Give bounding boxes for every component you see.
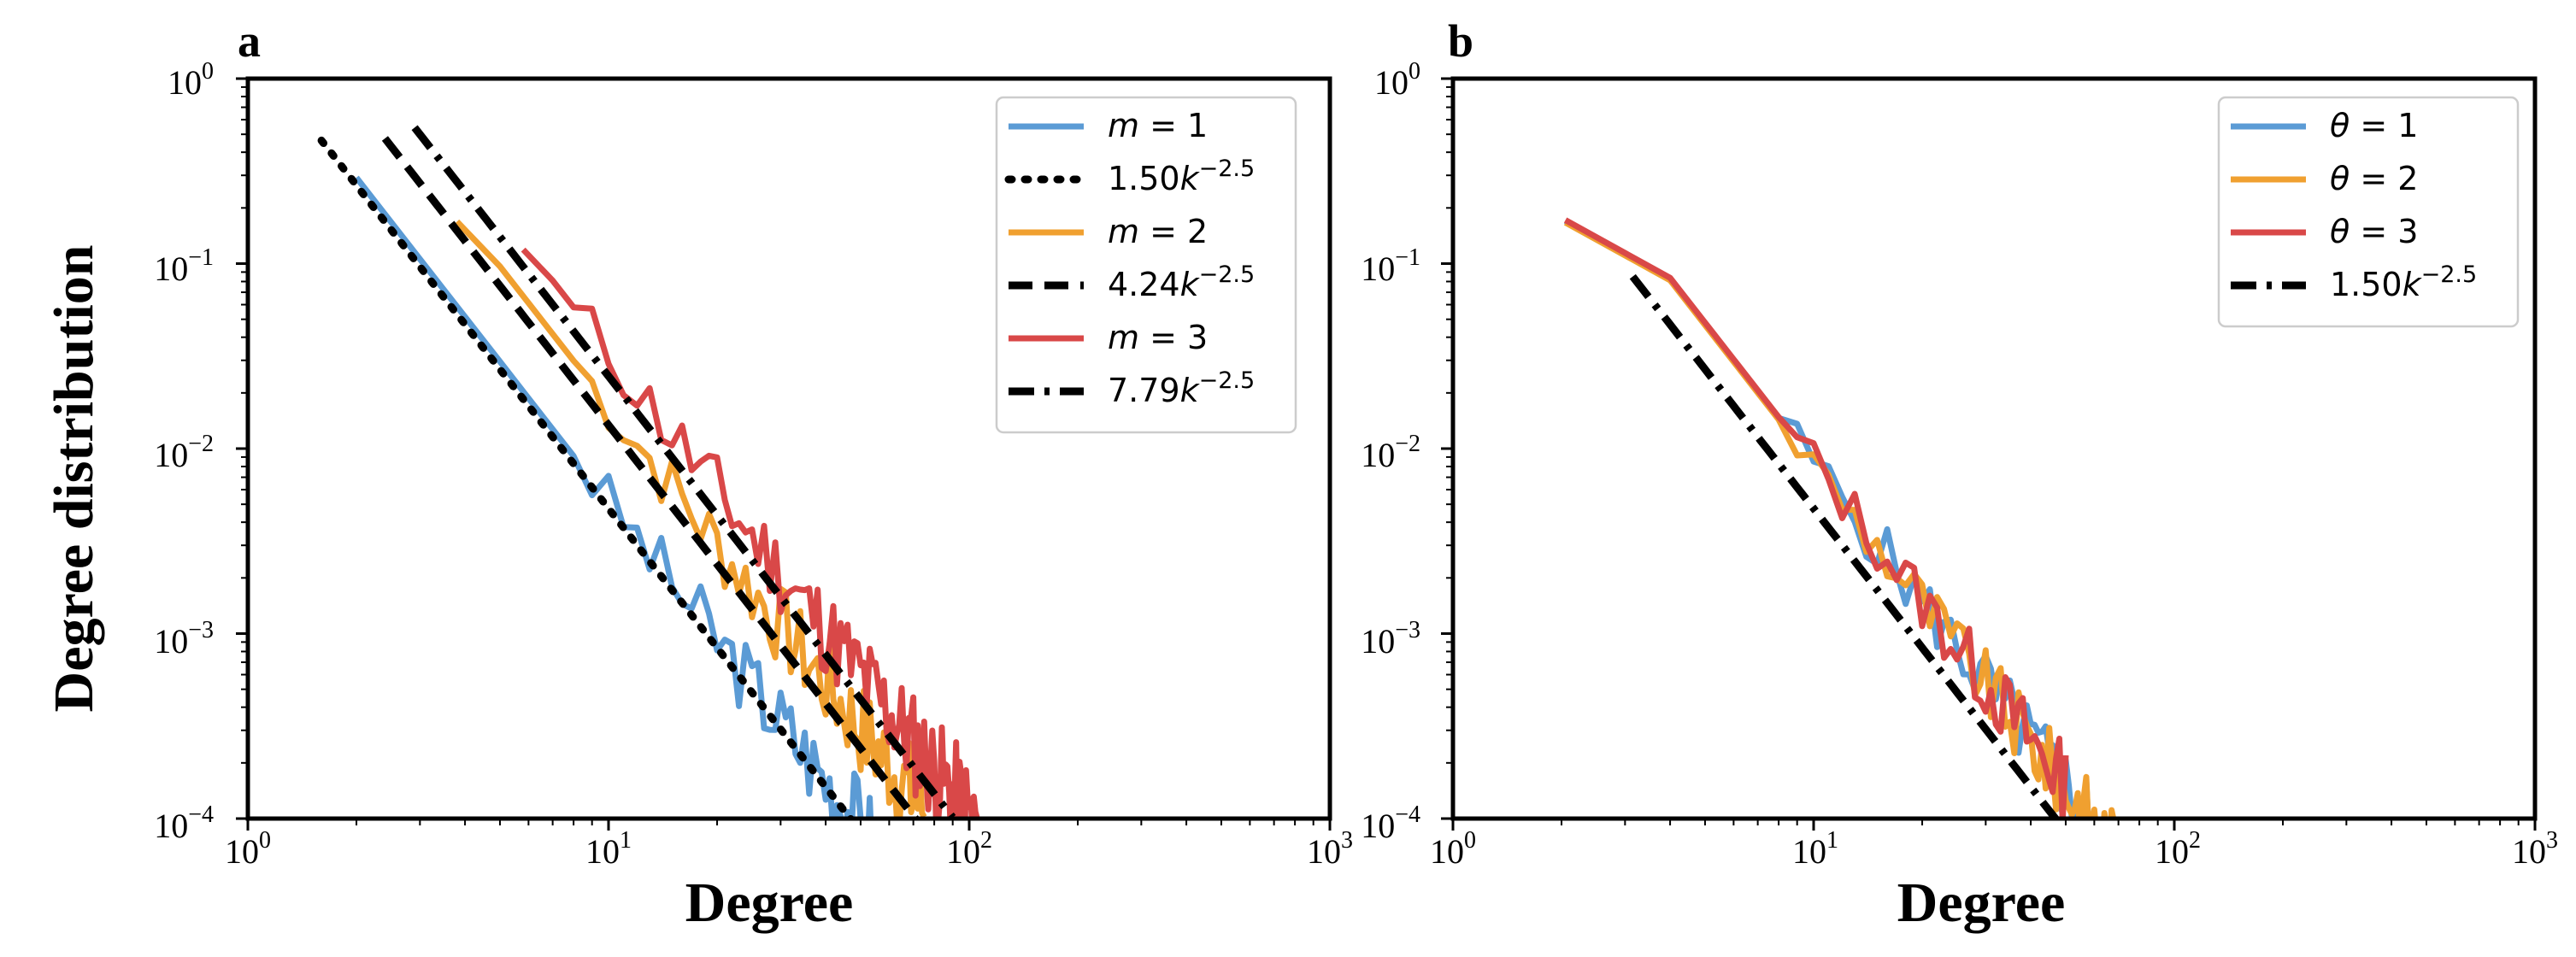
series-line-1-50k-2-5 — [1629, 273, 2061, 819]
legend-label-m2: m = 2 — [1108, 213, 1208, 250]
series-line-7-79k-2-5 — [411, 125, 956, 819]
series-line-m-1 — [354, 175, 874, 819]
legend-label-theta1: θ = 1 — [2330, 107, 2418, 144]
panel-b-ytick-label: 100 — [1374, 58, 1420, 102]
panel-b-axes-frame — [1450, 76, 2538, 821]
panel-b-xtick-label: 101 — [1792, 827, 1838, 871]
panel-b-series — [1563, 217, 2117, 819]
panel-a-ylabel: Degree distribution — [43, 245, 105, 713]
panel-b-ytick-label: 10−2 — [1361, 431, 1420, 474]
panel-a-xtick-label: 100 — [225, 827, 271, 871]
panel-a-axes-frame — [245, 76, 1332, 821]
panel-a-legend: m = 1 1.50k−2.5 m = 2 4.24k−2.5 m = 3 7.… — [995, 96, 1297, 434]
panel-a-ytick-label: 10−2 — [154, 431, 214, 474]
panel-a-xtick-label: 102 — [946, 827, 992, 871]
panel-b-legend-box — [2217, 96, 2520, 328]
panel-a-ytick-label: 10−4 — [154, 801, 214, 845]
legend-label-fit-1-50: 1.50k−2.5 — [2330, 261, 2477, 303]
panel-b-xtick-label: 103 — [2512, 827, 2558, 871]
legend-label-fit-1-50: 1.50k−2.5 — [1108, 156, 1255, 197]
series-line--3 — [1563, 217, 2069, 819]
legend-label-fit-7-79: 7.79k−2.5 — [1108, 367, 1255, 409]
panel-b: b Degree 100 101 102 103 100 10−1 10−2 1… — [1361, 15, 2558, 934]
panel-a-xtick-label: 103 — [1307, 827, 1353, 871]
panel-a-xlabel: Degree — [685, 872, 854, 934]
panel-b-xtick-label: 100 — [1430, 827, 1476, 871]
legend-label-theta3: θ = 3 — [2330, 213, 2418, 250]
panel-a: a Degree distribution Degree 100 101 102… — [43, 15, 1353, 934]
panel-b-ytick-label: 10−1 — [1361, 244, 1420, 288]
panel-b-xtick-label: 102 — [2155, 827, 2201, 871]
panel-a-ytick-label: 100 — [168, 58, 214, 102]
panel-b-legend: θ = 1 θ = 2 θ = 3 1.50k−2.5 — [2217, 96, 2520, 328]
panel-b-letter: b — [1448, 15, 1473, 67]
series-line-4-24k-2-5 — [381, 136, 920, 819]
panel-b-ytick-label: 10−3 — [1361, 617, 1420, 661]
legend-label-fit-4-24: 4.24k−2.5 — [1108, 261, 1255, 303]
panel-a-series — [317, 125, 980, 819]
panel-a-ytick-label: 10−1 — [154, 244, 214, 288]
legend-label-theta2: θ = 2 — [2330, 160, 2418, 197]
series-line-m-3 — [520, 247, 980, 819]
legend-label-m3: m = 3 — [1108, 319, 1208, 356]
panel-a-xtick-label: 101 — [585, 827, 632, 871]
legend-label-m1: m = 1 — [1108, 107, 1208, 144]
series-line-1-50k-2-5 — [317, 136, 856, 819]
panel-a-letter: a — [238, 15, 261, 67]
panel-a-ytick-label: 10−3 — [154, 617, 214, 661]
panel-b-xlabel: Degree — [1897, 872, 2066, 934]
panel-b-ytick-label: 10−4 — [1361, 801, 1420, 845]
